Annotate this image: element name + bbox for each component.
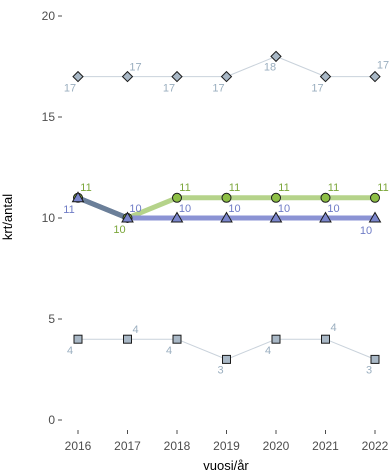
- data-label: 4: [132, 324, 138, 336]
- data-label: 11: [278, 182, 289, 194]
- data-label: 10: [228, 203, 240, 215]
- data-label: 4: [265, 345, 271, 357]
- y-tick-label: 15: [42, 110, 56, 124]
- series-line-segment: [125, 195, 180, 221]
- x-tick-label: 2021: [312, 439, 339, 453]
- data-label: 17: [163, 83, 175, 95]
- x-tick-label: 2022: [362, 439, 389, 453]
- data-label: 11: [328, 182, 339, 194]
- triangle-marker: [368, 211, 382, 223]
- data-label: 10: [278, 203, 290, 215]
- diamond-marker: [319, 70, 332, 83]
- square-marker: [123, 334, 132, 344]
- data-label: 17: [129, 62, 141, 74]
- triangle-marker: [269, 211, 283, 223]
- data-label: 10: [360, 225, 372, 237]
- square-marker: [321, 334, 330, 344]
- series-line-segment: [176, 338, 227, 360]
- x-axis-title: vuosi/år: [203, 458, 249, 473]
- data-label: 18: [264, 61, 276, 73]
- diamond-marker: [171, 70, 183, 83]
- data-label: 3: [217, 364, 223, 376]
- data-label: 4: [330, 322, 336, 334]
- diamond-marker: [121, 70, 134, 83]
- y-tick-label: 20: [42, 9, 56, 23]
- data-label: 17: [212, 83, 224, 95]
- data-label: 11: [63, 204, 74, 216]
- data-label: 11: [377, 182, 388, 194]
- x-tick-label: 2017: [114, 439, 141, 453]
- x-tick-label: 2018: [164, 439, 191, 453]
- triangle-marker: [319, 211, 332, 223]
- series-line-segment: [226, 55, 277, 78]
- series-line-segment: [75, 195, 130, 221]
- data-label: 11: [179, 182, 190, 194]
- series-lines: [75, 55, 378, 360]
- y-axis-title: krt/antal: [0, 194, 15, 240]
- square-marker: [370, 354, 380, 364]
- circle-marker: [370, 192, 380, 203]
- circle-marker: [271, 192, 281, 203]
- data-label: 11: [229, 182, 240, 194]
- data-label: 11: [80, 182, 91, 194]
- data-label: 4: [67, 345, 73, 357]
- series-line-segment: [325, 338, 376, 360]
- data-label: 17: [377, 60, 389, 72]
- data-label: 10: [129, 203, 141, 215]
- data-label: 3: [366, 364, 372, 376]
- data-label: 4: [166, 345, 172, 357]
- circle-marker: [320, 192, 331, 203]
- x-tick-label: 2016: [65, 439, 92, 453]
- x-tick-label: 2019: [213, 439, 240, 453]
- square-marker: [222, 354, 231, 364]
- data-label: 17: [64, 83, 76, 95]
- x-tick-label: 2020: [263, 439, 290, 453]
- y-tick-label: 10: [42, 211, 56, 225]
- data-label: 10: [179, 203, 191, 215]
- triangle-marker: [121, 211, 134, 223]
- y-tick-label: 0: [48, 413, 55, 427]
- square-marker: [172, 334, 182, 344]
- series-line-segment: [275, 55, 326, 78]
- diamond-marker: [369, 70, 381, 83]
- triangle-marker: [71, 191, 85, 203]
- triangle-marker: [220, 211, 233, 223]
- square-marker: [271, 334, 281, 344]
- diamond-marker: [220, 70, 233, 83]
- data-label: 10: [113, 224, 125, 236]
- data-label: 17: [311, 83, 323, 95]
- y-axis: 0 5 10 15 20: [42, 9, 62, 427]
- circle-marker: [221, 192, 232, 203]
- series-line-segment: [226, 338, 277, 360]
- series-markers: [71, 50, 382, 364]
- triangle-marker: [170, 211, 184, 223]
- square-marker: [73, 334, 83, 344]
- y-tick-label: 5: [48, 312, 55, 326]
- x-axis: 2016 2017 2018 2019 2020 2021 2022: [65, 430, 389, 453]
- diamond-marker: [72, 70, 84, 83]
- circle-marker: [172, 192, 182, 203]
- data-labels: 17 17 17 17 18 17 17 11 10 11 11 11 11 11 11 10 10 10 10 10…: [63, 60, 389, 377]
- data-label: 10: [327, 203, 339, 215]
- diamond-marker: [270, 50, 282, 63]
